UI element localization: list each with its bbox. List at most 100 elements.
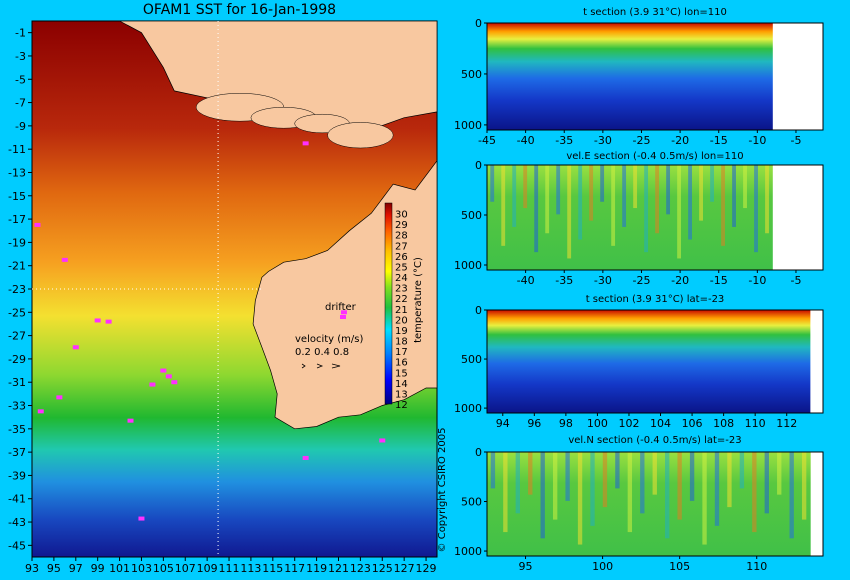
velocity-band [732, 165, 736, 227]
drifter-marker [302, 455, 309, 460]
lon-tick-label: 93 [25, 562, 39, 575]
velocity-band [534, 165, 539, 253]
drifter-marker [61, 257, 68, 262]
section-x-tick-label: 94 [496, 417, 510, 430]
map-title: OFAM1 SST for 16-Jan-1998 [143, 2, 336, 18]
velocity-band [764, 452, 769, 514]
map-axes: -1 -3 -5 -7 -9 -11 -13 -15 -17 -19 -21 -23 -25 -27 -29… [8, 27, 437, 575]
section-x-tick-label: 102 [618, 417, 639, 430]
section-x-tick-label: -20 [671, 274, 689, 287]
velocity-band [589, 165, 594, 221]
velocity-band [688, 165, 693, 240]
section-panel-3: t section (3.9 31°C) lat=-23 0 500 1000 94 96… [454, 294, 824, 430]
colorbar-tick-label: 16 [395, 358, 408, 369]
section-x-tick-label: -10 [748, 134, 766, 147]
drifter-marker [165, 374, 172, 379]
lat-tick-label: -37 [8, 446, 26, 459]
colorbar-tick-label: 29 [395, 220, 408, 231]
lat-tick-label: -13 [8, 166, 26, 179]
lon-tick-label: 101 [109, 562, 130, 575]
lon-tick-label: 99 [91, 562, 105, 575]
lat-tick-label: -45 [8, 539, 26, 552]
section-x-tick-label: -25 [632, 134, 650, 147]
lon-tick-label: 117 [284, 562, 305, 575]
depth-tick-label: 0 [475, 159, 482, 172]
section-x-tick-label: -40 [517, 274, 535, 287]
depth-tick-label: 1000 [454, 119, 482, 132]
lon-tick-label: 127 [394, 562, 415, 575]
velocity-band [578, 165, 583, 240]
lat-tick-label: -31 [8, 376, 26, 389]
depth-tick-label: 0 [475, 304, 482, 317]
velocity-band [611, 165, 616, 246]
drifter-legend-label: drifter [325, 302, 357, 313]
velocity-band [765, 165, 769, 234]
velocity-band [801, 452, 807, 520]
island-3 [327, 122, 394, 149]
lat-tick-label: -1 [15, 27, 26, 40]
colorbar-tick-label: 23 [395, 284, 408, 295]
section-x-tick-label: 110 [745, 417, 766, 430]
lat-tick-label: -29 [8, 353, 26, 366]
section-x-tick-label: 98 [559, 417, 573, 430]
colorbar-tick-label: 19 [395, 326, 408, 337]
section-x-tick-label: 104 [650, 417, 671, 430]
section-field [487, 165, 773, 270]
lon-tick-label: 95 [47, 562, 61, 575]
section-title: vel.E section (-0.4 0.5m/s) lon=110 [566, 151, 743, 162]
lon-tick-label: 115 [262, 562, 283, 575]
section-title: t section (3.9 31°C) lat=-23 [586, 294, 725, 305]
lat-tick-label: -5 [15, 73, 26, 86]
velocity-arrow-icon [316, 363, 324, 369]
section-frame [486, 451, 824, 557]
depth-tick-label: 0 [475, 17, 482, 30]
velocity-band [602, 452, 608, 508]
section-x-tick-label: 112 [776, 417, 797, 430]
velocity-band [714, 452, 720, 526]
section-x-tick-label: -40 [517, 134, 535, 147]
drifter-marker [105, 319, 112, 324]
colorbar-tick-label: 20 [395, 315, 408, 326]
section-frame [486, 309, 824, 414]
colorbar-tick-label: 15 [395, 368, 408, 379]
lon-tick-label: 125 [372, 562, 393, 575]
lat-tick-label: -11 [8, 143, 26, 156]
section-field [487, 310, 811, 413]
lat-tick-label: -41 [8, 493, 26, 506]
colorbar-tick-label: 12 [395, 400, 408, 411]
velocity-band [490, 165, 495, 202]
sst-map [31, 20, 438, 558]
depth-tick-label: 0 [475, 446, 482, 459]
lat-tick-label: -3 [15, 50, 26, 63]
velocity-arrow-icon [331, 363, 341, 369]
depth-tick-label: 1000 [454, 402, 482, 415]
velocity-band [777, 452, 782, 495]
section-x-tick-label: -35 [555, 134, 573, 147]
depth-tick-label: 1000 [454, 259, 482, 272]
legend: drifter velocity (m/s) 0.2 0.4 0.8 [295, 302, 363, 369]
drifter-marker [72, 345, 79, 350]
lat-tick-label: -23 [8, 283, 26, 296]
colorbar-tick-label: 22 [395, 294, 408, 305]
colorbar-tick-label: 17 [395, 347, 408, 358]
drifter-marker [94, 318, 101, 323]
section-x-tick-label: -35 [555, 274, 573, 287]
velocity-band [600, 165, 605, 202]
lon-tick-label: 121 [328, 562, 349, 575]
lat-tick-label: -15 [8, 190, 26, 203]
colorbar-tick-label: 13 [395, 389, 408, 400]
velocity-band [652, 452, 657, 495]
velocity-band [710, 165, 714, 202]
drifter-marker [171, 380, 178, 385]
section-title: t section (3.9 31°C) lon=110 [583, 7, 727, 18]
drifter-marker [56, 395, 63, 400]
section-x-tick-label: -30 [594, 134, 612, 147]
velocity-band [655, 165, 660, 234]
lon-tick-label: 103 [131, 562, 152, 575]
velocity-band [754, 165, 758, 253]
section-x-tick-label: 100 [592, 560, 613, 573]
section-x-tick-label: 95 [519, 560, 533, 573]
velocity-band [545, 165, 550, 234]
lat-tick-label: -7 [15, 97, 26, 110]
